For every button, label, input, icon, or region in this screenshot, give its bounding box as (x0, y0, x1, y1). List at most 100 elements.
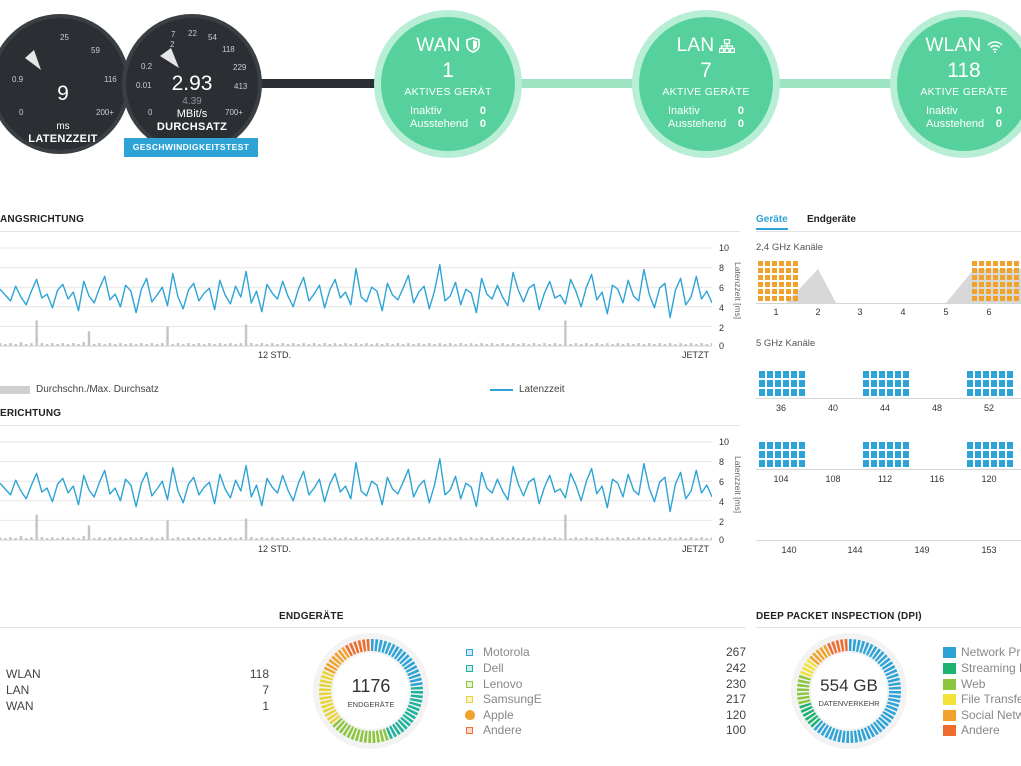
dpi-category-label: Web (961, 677, 986, 691)
throughput-bar (695, 344, 698, 346)
dpi-category[interactable]: Web (943, 677, 985, 691)
throughput-bar (244, 518, 248, 540)
channel-device-cell (767, 371, 773, 378)
throughput-bar (679, 343, 682, 346)
legend-throughput[interactable]: Durchschn./Max. Durchsatz (0, 384, 159, 395)
throughput-bar (490, 537, 494, 540)
brand-samsung[interactable]: SamsungE (466, 692, 542, 706)
donut-segment (820, 724, 829, 737)
channel-device-cell (799, 442, 805, 449)
channel-device-cell (1014, 289, 1019, 294)
throughput-bar (255, 344, 258, 346)
dpi-category[interactable]: Network Pr (943, 645, 1020, 659)
channel-device-cell (887, 380, 893, 387)
throughput-bar (45, 538, 49, 540)
brand-label: Andere (483, 723, 522, 737)
lan-pending-row: Ausstehend 0 (668, 118, 744, 130)
brand-lenovo[interactable]: Lenovo (466, 677, 522, 691)
throughput-bar (35, 320, 38, 346)
channel-device-cell (791, 442, 797, 449)
wlan-pending-row: Ausstehend 0 (926, 118, 1002, 130)
channel-label: 149 (914, 545, 930, 555)
donut-segment (409, 701, 422, 708)
throughput-bar (689, 343, 693, 346)
tab-devices[interactable]: Geräte (756, 214, 788, 230)
throughput-bar (375, 537, 379, 540)
donut-segment (857, 729, 863, 742)
legend-latency[interactable]: Latenzzeit (490, 384, 565, 395)
divider (0, 425, 740, 426)
channel-label: 5 (943, 307, 949, 317)
throughput-bar (229, 343, 232, 346)
brand-other[interactable]: Andere (466, 723, 522, 737)
dpi-category-label: Network Pr (961, 645, 1021, 659)
wlan-node[interactable]: WLAN 118 AKTIVE GERÄTE Inaktiv 0 Ausstehe… (897, 17, 1021, 151)
tab-clients[interactable]: Endgeräte (807, 214, 856, 225)
dpi-category[interactable]: Andere (943, 723, 1000, 737)
channel-device-cell (772, 282, 777, 287)
throughput-bar (291, 343, 295, 346)
channel-device-cell (863, 371, 869, 378)
throughput-bar (454, 538, 457, 540)
throughput-bar (360, 538, 363, 540)
donut-segment (320, 699, 333, 705)
throughput-bar (93, 538, 96, 540)
dpi-category[interactable]: Streaming M (943, 661, 1021, 675)
donut-segment (875, 719, 886, 730)
channel-label: 4 (900, 307, 906, 317)
throughput-bar (480, 537, 483, 540)
channel-device-cell (759, 460, 765, 467)
wan-node[interactable]: WAN 1 AKTIVES GERÄT Inaktiv 0 Ausstehend 0 (381, 17, 515, 151)
donut-segment (410, 686, 423, 690)
throughput-bar (271, 537, 274, 540)
throughput-bar (202, 344, 206, 346)
speedtest-button[interactable]: GESCHWINDIGKEITSTEST (124, 138, 258, 157)
channel-device-cell (991, 371, 997, 378)
throughput-bar (391, 538, 394, 540)
channel-device-cell (767, 442, 773, 449)
throughput-bar (517, 344, 520, 346)
throughput-bar (569, 344, 572, 346)
brand-motorola[interactable]: Motorola (466, 645, 530, 659)
dpi-category[interactable]: File Transfe (943, 692, 1021, 706)
channel-device-cell (1014, 296, 1019, 301)
throughput-bar (590, 538, 593, 540)
throughput-bar (87, 331, 91, 346)
donut-hole (811, 653, 887, 729)
throughput-bar (616, 537, 619, 540)
channel-device-cell (1007, 296, 1012, 301)
brand-apple[interactable]: Apple (465, 708, 514, 722)
throughput-bar (658, 343, 661, 346)
brand-label: Dell (483, 661, 504, 675)
donut-segment (804, 712, 817, 721)
dpi-category[interactable]: Social Netw (943, 708, 1021, 722)
channel-device-cell (975, 442, 981, 449)
channel-device-cell (1000, 296, 1005, 301)
channel-label: 40 (827, 403, 838, 413)
channel-label: 116 (929, 474, 945, 484)
channel-device-cell (1014, 261, 1019, 266)
channel-device-cell (975, 451, 981, 458)
throughput-bar (401, 344, 405, 346)
dpi-category-label: Social Netw (961, 708, 1021, 722)
throughput-bar (244, 324, 248, 346)
donut-segment (407, 669, 420, 677)
brand-dell[interactable]: Dell (466, 661, 504, 675)
channel-device-cell (793, 268, 798, 273)
channel-device-cell (879, 451, 885, 458)
throughput-bar (171, 538, 174, 540)
throughput-bar (600, 344, 604, 346)
y-tick-label: 6 (719, 477, 725, 487)
channel-device-cell (772, 268, 777, 273)
donut-segment (354, 729, 361, 742)
throughput-bar (323, 343, 326, 346)
channel-device-cell (786, 275, 791, 280)
channel-label: 44 (879, 403, 890, 413)
brand-label: Apple (483, 708, 514, 722)
lan-node[interactable]: LAN 7 AKTIVE GERÄTE Inaktiv 0 Ausstehend 0 (639, 17, 773, 151)
throughput-bar (323, 537, 326, 540)
clients-title: ENDGERÄTE (279, 611, 344, 622)
channel-device-cell (759, 389, 765, 396)
throughput-bar (548, 344, 551, 346)
channel-device-cell (758, 261, 763, 266)
